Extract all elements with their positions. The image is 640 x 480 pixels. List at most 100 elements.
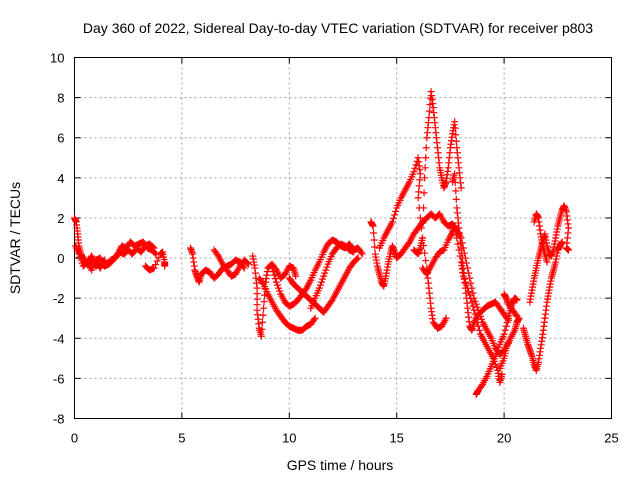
- data-point-marker: [425, 107, 433, 115]
- y-tick-label: 2: [57, 211, 64, 226]
- data-point-marker: [468, 298, 476, 306]
- data-point-marker: [149, 243, 157, 251]
- data-point-marker: [493, 349, 501, 357]
- data-point-marker: [492, 352, 500, 360]
- data-point-marker: [495, 343, 503, 351]
- y-axis-label: SDTVAR / TECUs: [7, 182, 23, 294]
- series-seg-s: [519, 238, 566, 374]
- data-point-marker: [451, 124, 459, 132]
- data-point-marker: [370, 229, 378, 237]
- data-point-marker: [475, 326, 483, 334]
- data-point-marker: [452, 195, 460, 203]
- data-point-marker: [512, 311, 520, 319]
- data-point-marker: [421, 249, 429, 257]
- y-tick-label: -4: [53, 331, 65, 346]
- data-point-marker: [405, 240, 413, 248]
- data-point-marker: [310, 316, 318, 324]
- data-point-marker: [513, 296, 521, 304]
- data-point-marker: [258, 325, 266, 333]
- data-point-marker: [421, 174, 429, 182]
- x-tick-label: 15: [389, 431, 403, 446]
- data-point-marker: [276, 287, 284, 295]
- x-axis-label: GPS time / hours: [287, 457, 394, 473]
- data-point-marker: [150, 244, 158, 252]
- data-point-marker: [320, 272, 328, 280]
- series-seg-u: [530, 210, 551, 266]
- series-seg-h: [255, 274, 319, 334]
- data-point-marker: [244, 260, 252, 268]
- y-tick-label: 4: [57, 171, 64, 186]
- data-point-marker: [150, 264, 158, 272]
- data-point-marker: [493, 363, 501, 371]
- data-point-marker: [442, 314, 450, 322]
- data-point-marker: [273, 281, 281, 289]
- data-point-marker: [411, 164, 419, 172]
- series-seg-t: [526, 202, 573, 306]
- data-point-marker: [415, 188, 423, 196]
- y-tick-label: 10: [50, 51, 64, 66]
- data-point-marker: [478, 315, 486, 323]
- data-point-marker: [151, 249, 159, 257]
- data-point-marker: [389, 214, 397, 222]
- axis-ticks: [74, 57, 612, 419]
- x-tick-label: 20: [497, 431, 511, 446]
- data-point-marker: [416, 176, 424, 184]
- x-tick-label: 0: [71, 431, 78, 446]
- data-point-marker: [369, 222, 377, 230]
- series-seg-j: [285, 254, 362, 316]
- data-point-marker: [410, 168, 418, 176]
- data-point-marker: [353, 255, 361, 263]
- data-point-marker: [391, 211, 399, 219]
- data-point-marker: [392, 207, 400, 215]
- y-tick-label: -6: [53, 371, 65, 386]
- data-point-marker: [260, 298, 268, 306]
- data-point-marker: [502, 322, 510, 330]
- data-point-marker: [269, 268, 277, 276]
- data-point-marker: [213, 251, 221, 259]
- data-point-marker: [503, 318, 511, 326]
- series-seg-c: [103, 240, 158, 268]
- data-point-marker: [467, 279, 475, 287]
- data-point-marker: [416, 170, 424, 178]
- data-point-marker: [417, 224, 425, 232]
- data-point-marker: [259, 311, 267, 319]
- data-point-marker: [272, 278, 280, 286]
- series-seg-k: [307, 240, 358, 312]
- data-point-marker: [415, 182, 423, 190]
- data-point-marker: [422, 144, 430, 152]
- data-point-marker: [357, 249, 365, 257]
- series-seg-n: [410, 88, 465, 258]
- data-point-marker: [558, 238, 566, 246]
- data-point-marker: [319, 275, 327, 283]
- data-point-marker: [350, 248, 358, 256]
- data-point-marker: [469, 302, 477, 310]
- data-point-marker: [388, 218, 396, 226]
- y-tick-label: -2: [53, 291, 65, 306]
- data-point-marker: [422, 257, 430, 265]
- data-point-marker: [270, 271, 278, 279]
- data-point-marker: [258, 318, 266, 326]
- data-point-marker: [316, 281, 324, 289]
- data-point-marker: [371, 243, 379, 251]
- data-point-marker: [414, 194, 422, 202]
- data-point-marker: [501, 326, 509, 334]
- data-point-marker: [500, 330, 508, 338]
- data-point-marker: [268, 264, 276, 272]
- data-marks: [71, 88, 573, 398]
- data-point-marker: [327, 298, 335, 306]
- data-point-marker: [473, 303, 481, 311]
- data-point-marker: [420, 204, 428, 212]
- data-point-marker: [451, 118, 459, 126]
- data-point-marker: [565, 246, 573, 254]
- x-tick-labels: 0 5 10 15 20 25: [71, 431, 619, 446]
- data-point-marker: [420, 189, 428, 197]
- data-point-marker: [152, 261, 160, 269]
- data-point-marker: [77, 256, 85, 264]
- data-point-marker: [452, 187, 460, 195]
- data-point-marker: [260, 304, 268, 312]
- data-point-marker: [322, 266, 330, 274]
- y-tick-label: 8: [57, 91, 64, 106]
- x-tick-label: 10: [282, 431, 296, 446]
- data-point-marker: [76, 253, 84, 261]
